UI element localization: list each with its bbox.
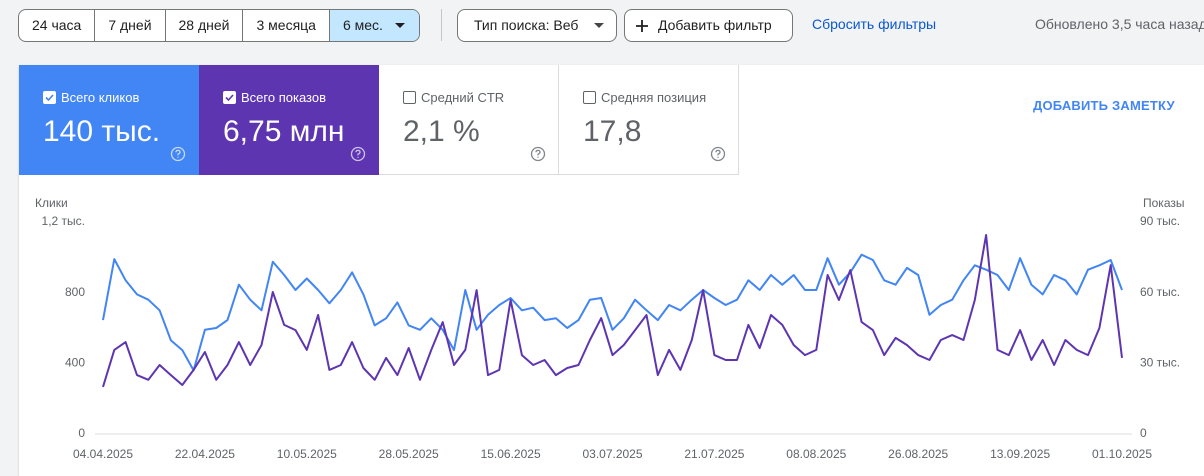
add-filter-button[interactable]: Добавить фильтр	[624, 9, 793, 42]
date-range-selector: 24 часа 7 дней 28 дней 3 месяца 6 мес.	[18, 9, 420, 42]
checkbox-box	[583, 91, 596, 104]
y-tick-label: 1,2 тыс.	[42, 214, 85, 228]
checkmark	[225, 94, 234, 102]
x-tick-label: 26.08.2025	[888, 447, 948, 461]
metric-card[interactable]: Средний CTR 2,1 %	[379, 65, 559, 175]
metric-value: 2,1 %	[403, 115, 480, 148]
y-tick-label: 0	[1140, 426, 1147, 440]
checkbox	[223, 91, 236, 104]
x-tick-label: 03.07.2025	[582, 447, 642, 461]
search-type-label: Тип поиска: Веб	[474, 17, 579, 33]
metric-label: Всего кликов	[61, 90, 140, 105]
metric-card[interactable]: Всего кликов 140 тыс.	[19, 65, 199, 175]
checkmark	[45, 94, 54, 102]
y-tick-label: 0	[78, 426, 85, 440]
x-tick-label: 10.05.2025	[277, 447, 337, 461]
dropdown-icon	[394, 23, 405, 28]
y-tick-label: 90 тыс.	[1140, 214, 1180, 228]
y-axis-title: Клики	[35, 196, 68, 210]
x-tick-label: 08.08.2025	[786, 447, 846, 461]
help-mark	[715, 149, 721, 158]
checkbox-box	[43, 91, 56, 104]
help-circle	[350, 146, 366, 162]
help-circle	[170, 146, 186, 162]
y-tick-label: 60 тыс.	[1140, 285, 1180, 299]
metric-label: Средний CTR	[421, 90, 505, 105]
metric-value: 140 тыс.	[43, 115, 161, 148]
x-tick-label: 28.05.2025	[379, 447, 439, 461]
checkbox-box	[403, 91, 416, 104]
help-circle	[710, 146, 726, 162]
y2-axis-title: Показы	[1143, 196, 1184, 210]
checkbox	[43, 91, 56, 104]
add-note-button[interactable]: ДОБАВИТЬ ЗАМЕТКУ	[1033, 98, 1175, 113]
checkbox	[583, 91, 596, 104]
date-range-option[interactable]: 6 мес.	[328, 10, 419, 41]
metric-card[interactable]: Всего показов 6,75 млн	[199, 65, 379, 175]
series-line	[102, 234, 1123, 388]
dropdown-icon	[594, 23, 604, 28]
add-filter-label: Добавить фильтр	[658, 17, 772, 33]
y-tick-label: 30 тыс.	[1140, 356, 1180, 370]
separator	[441, 9, 442, 41]
help-icon	[710, 146, 726, 162]
series-line	[102, 253, 1123, 372]
checkbox-box	[223, 91, 236, 104]
updated-text: Обновлено 3,5 часа назад	[1035, 16, 1204, 32]
y-tick-label: 400	[65, 356, 85, 370]
date-range-option[interactable]: 3 месяца	[242, 10, 328, 41]
plus-icon	[636, 20, 648, 32]
x-tick-label: 22.04.2025	[175, 447, 235, 461]
date-range-option[interactable]: 24 часа	[32, 17, 82, 33]
x-tick-label: 15.06.2025	[481, 447, 541, 461]
help-circle	[530, 146, 546, 162]
help-icon	[170, 146, 186, 162]
metric-label: Средняя позиция	[601, 90, 707, 105]
metric-label: Всего показов	[241, 90, 326, 105]
x-tick-label: 04.04.2025	[73, 447, 133, 461]
x-tick-label: 13.09.2025	[990, 447, 1050, 461]
x-tick-label: 01.10.2025	[1092, 447, 1152, 461]
date-range-option[interactable]: 7 дней	[94, 10, 164, 41]
metric-card[interactable]: Средняя позиция 17,8	[559, 65, 739, 175]
metric-value: 6,75 млн	[223, 115, 345, 148]
help-icon	[350, 146, 366, 162]
help-mark	[355, 149, 361, 158]
help-icon	[530, 146, 546, 162]
y-tick-label: 800	[65, 285, 85, 299]
search-type-button[interactable]: Тип поиска: Веб	[457, 9, 617, 42]
x-tick-label: 21.07.2025	[684, 447, 744, 461]
checkbox	[403, 91, 416, 104]
date-range-option[interactable]: 28 дней	[164, 10, 243, 41]
arrow	[394, 23, 405, 28]
help-mark	[535, 149, 541, 158]
reset-filters-link[interactable]: Сбросить фильтры	[812, 16, 937, 32]
metric-value: 17,8	[583, 115, 642, 148]
help-mark	[175, 149, 181, 158]
